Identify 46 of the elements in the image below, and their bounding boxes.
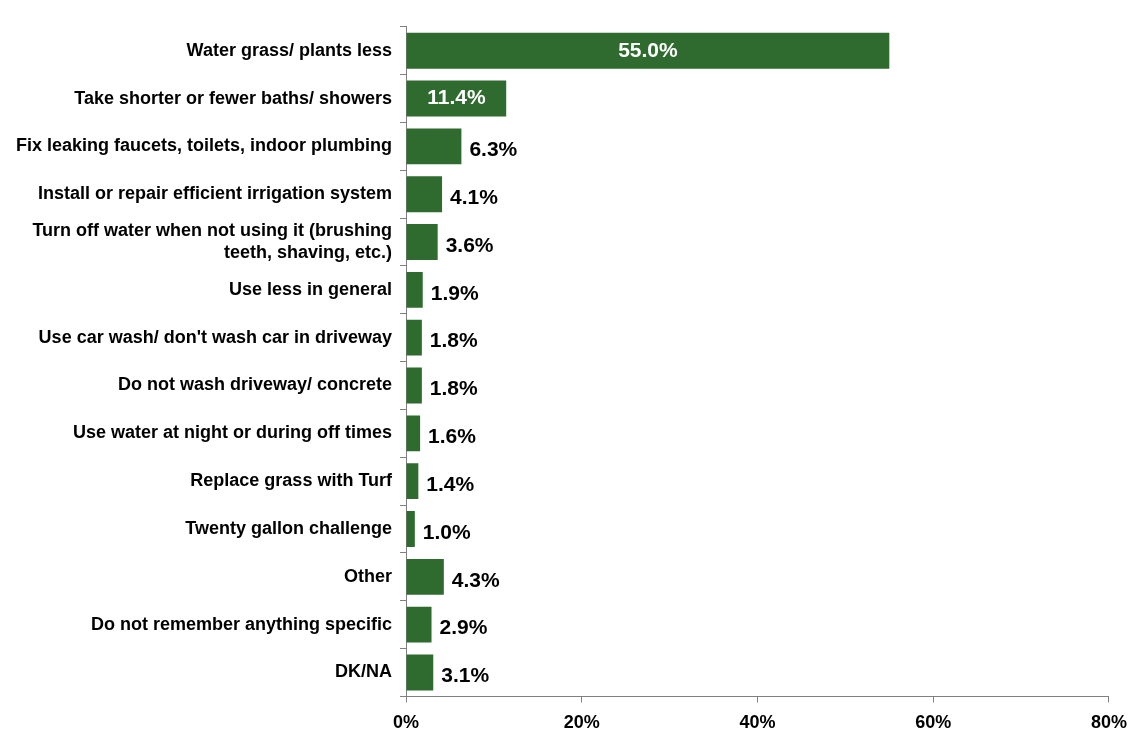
y-tick-label: DK/NA (335, 661, 393, 682)
x-tick-label: 40% (739, 712, 776, 733)
data-label: 55.0% (618, 37, 679, 61)
y-tick-label: Do not wash driveway/ concrete (117, 374, 393, 395)
y-tick-label: Twenty gallon challenge (185, 517, 393, 538)
data-label: 1.0% (422, 519, 472, 543)
bar (406, 128, 462, 165)
data-label: 1.9% (430, 280, 479, 304)
bar (406, 415, 421, 452)
bar (406, 558, 444, 595)
y-tick-label: Other (344, 565, 393, 586)
y-tick-label: Fix leaking faucets, toilets, indoor plumbing (15, 135, 393, 156)
data-label: 11.4% (427, 85, 486, 109)
data-label: 4.3% (451, 567, 501, 591)
bar (406, 511, 415, 547)
y-tick-label: Use car wash/ don't wash car in driveway (38, 326, 393, 347)
y-tick-label: Turn off water when not using it (brushing teeth, shaving, etc.) (32, 220, 393, 262)
y-tick-label: Replace grass with Turf (190, 470, 394, 491)
bar (406, 176, 443, 213)
y-tick-label: Take shorter or fewer baths/ showers (74, 87, 393, 108)
data-label: 6.3% (469, 137, 518, 161)
bar (406, 463, 419, 500)
data-label: 1.8% (429, 376, 479, 400)
x-tick-label: 60% (915, 712, 952, 733)
x-tick-label: 0% (393, 712, 420, 733)
x-tick-label: 80% (1090, 712, 1127, 733)
bar (406, 271, 423, 308)
y-tick-label: Use water at night or during off times (73, 422, 393, 443)
y-tick-label: Water grass/ plants less (186, 39, 393, 60)
y-tick-label: Use less in general (228, 278, 393, 299)
bar (406, 654, 434, 691)
bar (406, 606, 432, 643)
bar (406, 319, 422, 356)
data-label: 3.6% (445, 232, 494, 256)
data-label: 3.1% (441, 663, 490, 687)
bar (406, 32, 890, 69)
data-label: 1.8% (429, 328, 479, 352)
data-label: 2.9% (439, 615, 488, 639)
y-tick-label: Install or repair efficient irrigation system (37, 183, 393, 204)
data-label: 1.6% (428, 424, 477, 448)
y-tick-label: Do not remember anything specific (90, 613, 393, 634)
data-label: 4.1% (450, 185, 499, 208)
data-label: 1.4% (426, 471, 475, 495)
x-tick-label: 20% (563, 712, 600, 733)
bar (406, 224, 438, 260)
bar (406, 367, 422, 404)
